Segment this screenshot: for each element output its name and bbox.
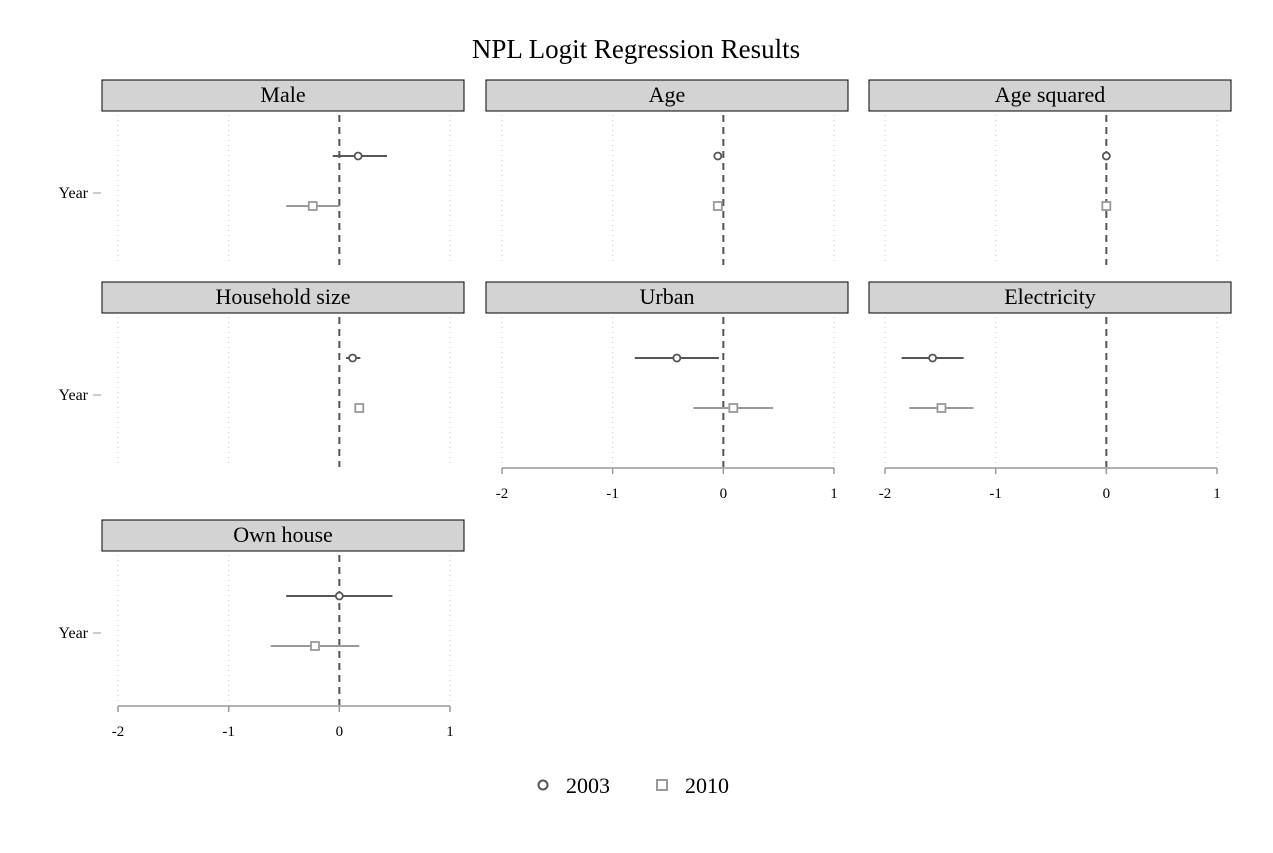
x-tick-label: 1 <box>446 724 454 740</box>
point-2003 <box>348 353 358 363</box>
x-tick-label: -2 <box>112 724 125 740</box>
panel-title: Own house <box>233 522 333 547</box>
panel-strip <box>101 519 465 552</box>
point-2010 <box>354 403 365 413</box>
x-tick-label: 0 <box>1103 486 1111 502</box>
panel-title: Age squared <box>995 82 1106 107</box>
panel-title: Urban <box>640 284 695 309</box>
point-2010 <box>310 641 320 651</box>
point-2003 <box>334 591 344 601</box>
y-axis-label: Year <box>59 625 89 642</box>
panel-title: Male <box>260 82 305 107</box>
point-2010 <box>307 201 318 211</box>
y-axis-label: Year <box>59 185 89 202</box>
panel-strip <box>868 79 1232 112</box>
point-2003 <box>928 353 937 363</box>
panel-title: Household size <box>215 284 350 309</box>
point-2010 <box>1101 201 1112 211</box>
panel-title: Electricity <box>1004 284 1096 309</box>
x-tick-label: -1 <box>989 486 1002 502</box>
x-tick-label: 1 <box>830 486 838 502</box>
panel-title: Age <box>649 82 686 107</box>
point-2010 <box>712 201 723 211</box>
panel-strip <box>485 281 849 314</box>
panel-strip <box>868 281 1232 314</box>
x-tick-label: -2 <box>496 486 509 502</box>
point-2003 <box>1101 151 1111 161</box>
x-tick-label: 0 <box>720 486 728 502</box>
legend-marker-2003 <box>537 779 549 791</box>
chart-title: NPL Logit Regression Results <box>472 34 800 64</box>
x-tick-label: 0 <box>336 724 344 740</box>
point-2003 <box>672 353 682 363</box>
panel-strip <box>485 79 849 112</box>
point-2003 <box>713 151 723 161</box>
point-2003 <box>353 151 363 161</box>
legend-label-2010: 2010 <box>685 773 729 798</box>
point-2010 <box>936 403 947 413</box>
point-2010 <box>728 403 739 413</box>
legend-marker-2010 <box>656 779 668 791</box>
x-tick-label: 1 <box>1213 486 1221 502</box>
y-axis-label: Year <box>59 387 89 404</box>
x-tick-label: -1 <box>222 724 235 740</box>
legend-label-2003: 2003 <box>566 773 610 798</box>
x-tick-label: -2 <box>879 486 892 502</box>
panel-strip <box>101 79 465 112</box>
panel-strip <box>101 281 465 314</box>
x-tick-label: -1 <box>606 486 619 502</box>
